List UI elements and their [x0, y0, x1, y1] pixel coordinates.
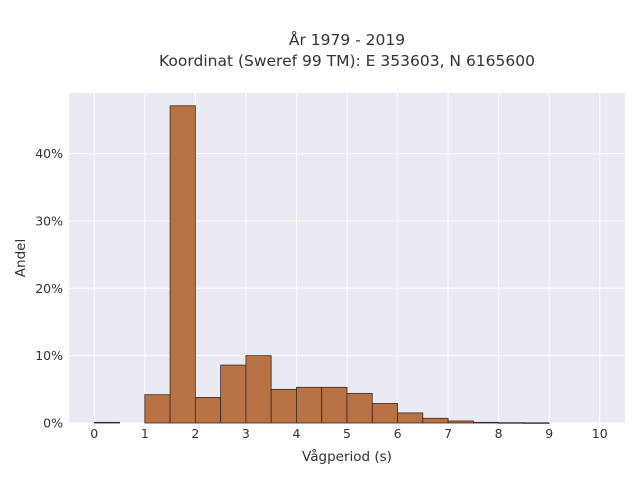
histogram-bar	[321, 386, 348, 424]
x-axis-label: Vågperiod (s)	[302, 448, 392, 465]
x-tick-label: 10	[592, 426, 608, 441]
histogram-bar	[144, 394, 171, 424]
x-tick-label: 2	[191, 426, 199, 441]
chart-subtitle: Koordinat (Sweref 99 TM): E 353603, N 61…	[159, 52, 535, 70]
x-tick-label: 9	[545, 426, 553, 441]
histogram-bar	[498, 422, 525, 424]
y-tick-label: 30%	[35, 213, 63, 228]
histogram-bar	[371, 403, 398, 424]
histogram-bar	[220, 364, 247, 424]
histogram-bar	[422, 417, 449, 424]
histogram-bar	[397, 412, 424, 424]
histogram-bar	[447, 420, 474, 424]
y-tick-label: 10%	[35, 348, 63, 363]
y-axis-ticks: 0% 10% 20% 30% 40%	[35, 146, 63, 430]
chart-title: År 1979 - 2019	[289, 30, 405, 49]
histogram-bar	[296, 386, 323, 424]
histogram-bar	[270, 388, 297, 424]
y-tick-label: 40%	[35, 146, 63, 161]
bars	[93, 105, 550, 424]
histogram-bar	[245, 355, 272, 424]
y-axis-label: Andel	[13, 239, 29, 277]
histogram-bar	[194, 397, 222, 424]
y-tick-label: 20%	[35, 281, 63, 296]
x-tick-label: 3	[242, 426, 250, 441]
x-tick-label: 6	[394, 426, 402, 441]
x-tick-label: 0	[90, 426, 98, 441]
histogram-bar	[169, 105, 196, 424]
y-tick-label: 0%	[43, 416, 63, 431]
x-tick-label: 4	[292, 426, 300, 441]
histogram-bar	[523, 422, 550, 424]
x-tick-label: 1	[141, 426, 149, 441]
x-tick-label: 5	[343, 426, 351, 441]
x-axis-ticks: 0 1 2 3 4 5 6 7 8 9 10	[90, 426, 607, 441]
x-tick-label: 7	[444, 426, 452, 441]
histogram-bar	[472, 421, 500, 424]
x-tick-label: 8	[495, 426, 503, 441]
histogram-bar	[93, 421, 120, 424]
histogram-bar	[346, 392, 373, 424]
